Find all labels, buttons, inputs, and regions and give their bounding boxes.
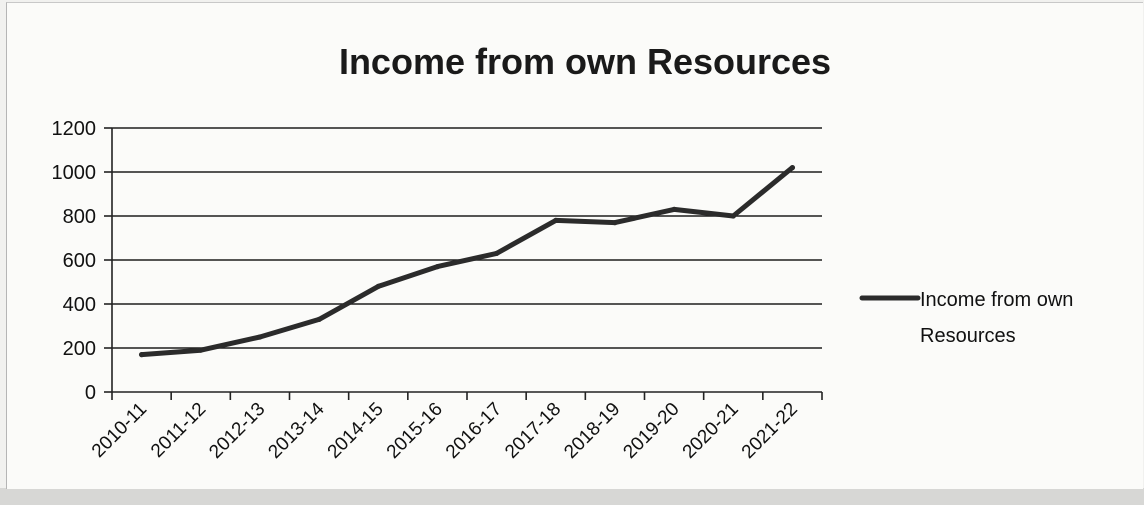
data-point [671, 206, 677, 212]
y-tick-label: 0 [85, 382, 96, 404]
data-point [257, 334, 263, 340]
data-point [375, 283, 381, 289]
data-point [612, 220, 618, 226]
x-tick-labels: 2010-112011-122012-132013-142014-152015-… [88, 398, 802, 462]
data-point [434, 264, 441, 270]
x-tick-label: 2017-18 [501, 399, 565, 463]
data-point [553, 217, 559, 223]
series-line [139, 165, 795, 358]
data-point [730, 213, 736, 219]
y-tick-label: 200 [63, 338, 96, 360]
axes [104, 127, 823, 400]
legend: Income from own Resources [859, 289, 1073, 347]
y-tick-label: 1200 [52, 118, 97, 140]
x-tick-label: 2016-17 [442, 399, 506, 463]
x-tick-label: 2013-14 [264, 398, 328, 462]
x-tick-label: 2020-21 [679, 399, 743, 463]
data-point [789, 165, 796, 171]
x-tick-label: 2018-19 [560, 399, 624, 463]
series-layer [138, 165, 796, 358]
data-point [493, 250, 500, 256]
gridlines [112, 127, 822, 349]
x-tick-label: 2015-16 [383, 399, 447, 463]
y-tick-label: 600 [63, 250, 96, 272]
data-point [316, 316, 322, 322]
chart-frame [6, 2, 1143, 489]
y-tick-label: 1000 [52, 162, 97, 184]
y-tick-labels: 0 200 400 600 800 1000 1200 [52, 118, 97, 404]
x-tick-label: 2021-22 [738, 399, 802, 463]
x-tick-label: 2014-15 [324, 399, 388, 463]
x-tick-label: 2010-11 [88, 399, 151, 462]
chart-title: Income from own Resources [339, 41, 831, 82]
data-point [138, 352, 145, 358]
legend-label-line1: Income from own [920, 289, 1073, 311]
x-tick-label: 2019-20 [619, 399, 683, 463]
x-tick-label: 2012-13 [205, 399, 269, 463]
y-tick-label: 800 [63, 206, 96, 228]
x-tick-label: 2011-12 [147, 399, 210, 462]
data-point [198, 347, 204, 353]
legend-label-line2: Resources [920, 325, 1016, 347]
page-bottom-strip [0, 488, 1144, 505]
y-tick-label: 400 [63, 294, 96, 316]
